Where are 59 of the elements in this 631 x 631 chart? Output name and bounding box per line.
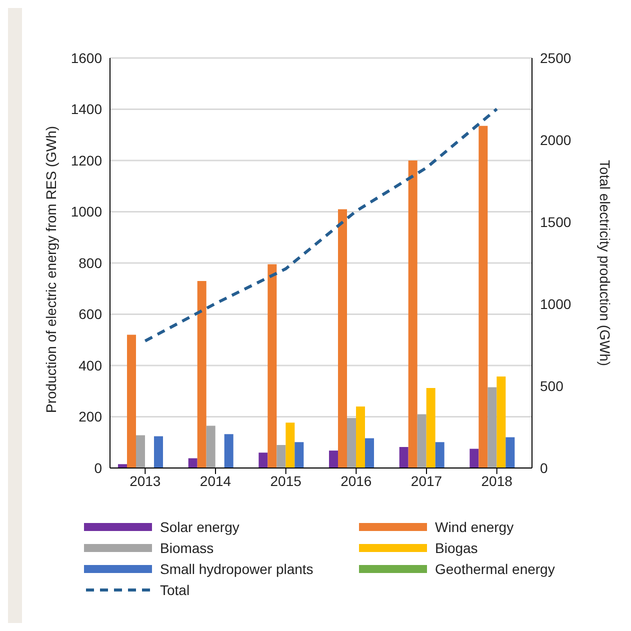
bar bbox=[506, 437, 515, 468]
y-tick-label: 1400 bbox=[70, 101, 102, 118]
y-tick-label: 800 bbox=[78, 254, 102, 271]
bar bbox=[408, 160, 418, 468]
y2-tick-label: 2500 bbox=[540, 50, 572, 66]
legend-label: Small hydropower plants bbox=[160, 560, 314, 576]
bar bbox=[329, 450, 338, 468]
bar bbox=[197, 280, 206, 468]
bar bbox=[470, 448, 479, 468]
x-tick-label: 2018 bbox=[481, 472, 513, 489]
bar bbox=[224, 434, 234, 468]
bar bbox=[118, 464, 127, 468]
bar bbox=[478, 126, 488, 468]
y2-tick-label: 1000 bbox=[540, 296, 572, 312]
y2-tick-label: 500 bbox=[540, 378, 564, 394]
bar bbox=[206, 426, 216, 468]
bar bbox=[365, 438, 374, 468]
x-tick-label: 2013 bbox=[130, 472, 161, 489]
x-tick-label: 2015 bbox=[270, 472, 302, 489]
legend-label: Biomass bbox=[160, 540, 214, 556]
bar bbox=[127, 334, 136, 468]
legend-label: Biogas bbox=[435, 540, 478, 556]
line-series bbox=[144, 108, 498, 342]
bar bbox=[488, 387, 497, 468]
bar bbox=[188, 458, 198, 468]
bar bbox=[268, 264, 277, 468]
bar bbox=[399, 446, 408, 468]
bar bbox=[356, 406, 365, 468]
y2-axis-title: Total electricity production (GWh) bbox=[597, 160, 614, 366]
y2-tick-label: 2000 bbox=[540, 132, 572, 148]
x-tick-label: 2016 bbox=[340, 472, 372, 489]
bar bbox=[435, 442, 444, 468]
bar bbox=[258, 452, 268, 468]
bar bbox=[417, 414, 426, 468]
x-tick-label: 2014 bbox=[200, 472, 232, 489]
y-tick-label: 400 bbox=[78, 357, 102, 374]
bar bbox=[286, 422, 295, 468]
y-tick-label: 0 bbox=[94, 460, 102, 476]
y2-tick-label: 0 bbox=[540, 460, 548, 476]
bar bbox=[294, 442, 304, 468]
bar bbox=[154, 436, 163, 468]
legend-label: Geothermal energy bbox=[435, 560, 555, 576]
bar bbox=[347, 418, 356, 468]
y-axis-title: Production of electric energy from RES (GWh) bbox=[42, 126, 59, 413]
bar bbox=[496, 376, 506, 468]
legend-label: Solar energy bbox=[160, 518, 240, 534]
x-tick-label: 2017 bbox=[410, 472, 442, 489]
bar bbox=[338, 209, 347, 468]
y-tick-label: 1200 bbox=[70, 152, 102, 168]
y-tick-label: 200 bbox=[78, 408, 102, 425]
y-tick-label: 1000 bbox=[70, 204, 102, 220]
legend-label: Wind energy bbox=[435, 518, 514, 534]
legend-label: Total bbox=[160, 582, 190, 598]
y-tick-label: 1600 bbox=[70, 50, 102, 66]
y-tick-label: 600 bbox=[78, 306, 102, 322]
bar bbox=[136, 435, 145, 468]
y2-tick-label: 1500 bbox=[540, 214, 572, 230]
bar bbox=[426, 388, 436, 468]
bar bbox=[276, 444, 286, 468]
